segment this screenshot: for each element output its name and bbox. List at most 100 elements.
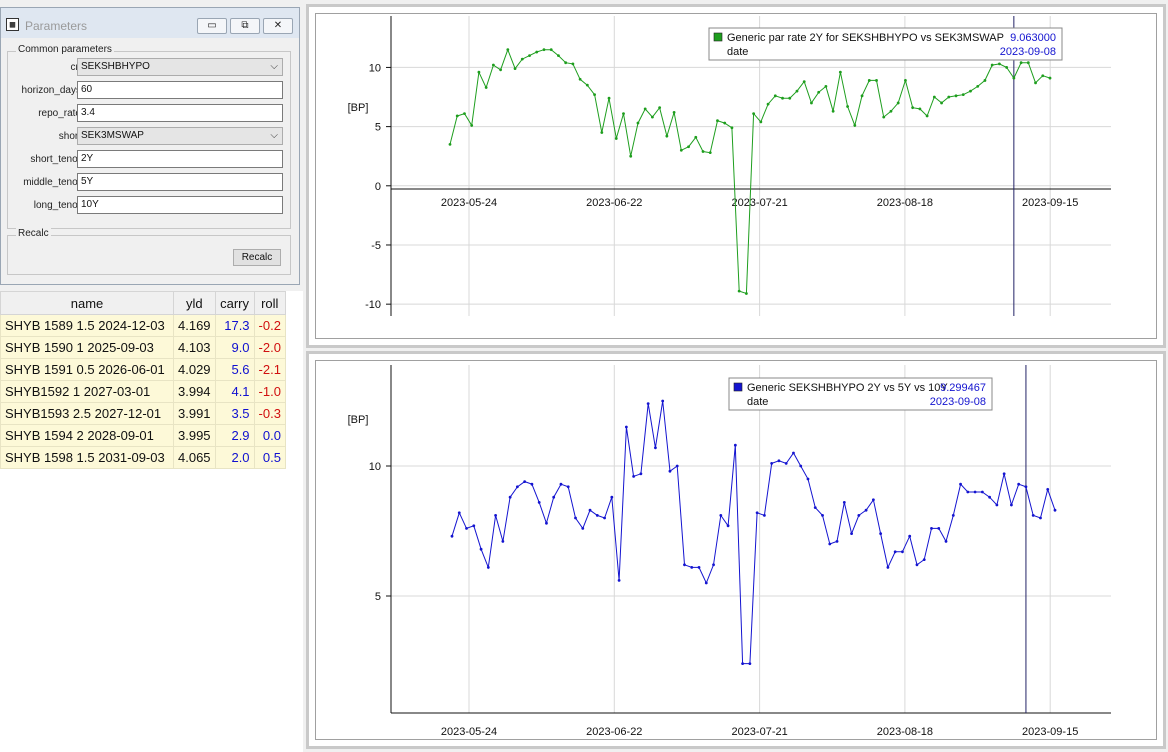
data-point [886,566,890,569]
x-tick-label: 2023-05-24 [441,197,497,209]
data-point [755,511,759,515]
data-point [499,68,503,72]
column-header-carry[interactable]: carry [214,291,255,315]
data-point [959,482,962,486]
short-tenor-input[interactable]: 2Y [77,150,283,168]
data-point [969,89,972,93]
close-button[interactable]: ✕ [263,18,293,34]
cn-select[interactable]: SEKSHBHYPO ⌵ [77,58,283,76]
parameters-window: ▦ Parameters ▭ ⧉ ✕ Common parameters cn … [0,7,300,285]
data-point [795,89,799,93]
x-tick-label: 2023-07-21 [731,197,787,209]
data-point [940,101,943,105]
cell-roll: -2.0 [253,336,286,359]
data-point [1053,508,1057,512]
minimize-button[interactable]: ▭ [197,18,227,34]
cell-roll: -1.0 [253,380,286,403]
data-point [665,134,669,138]
data-point [995,503,999,507]
cell-carry: 4.1 [214,380,255,403]
long-tenor-input[interactable]: 10Y [77,196,283,214]
data-point [973,490,977,494]
y-tick-label: 10 [369,62,381,74]
table-row[interactable]: SHYB 1589 1.5 2024-12-03 4.169 17.3 -0.2 [0,314,286,337]
data-point [871,498,875,502]
data-point [908,534,912,538]
data-point [838,70,842,74]
column-header-yld[interactable]: yld [173,291,216,315]
y-tick-label: 0 [375,181,381,193]
legend-value: 9.299467 [940,382,986,394]
data-point [980,490,984,494]
data-point [1005,66,1009,69]
y-tick-label: 10 [369,461,381,473]
data-point [882,115,886,119]
parameters-titlebar[interactable]: ▦ Parameters ▭ ⧉ ✕ [1,8,299,38]
table-row[interactable]: SHYB 1598 1.5 2031-09-03 4.065 2.0 0.5 [0,446,286,469]
data-point [513,67,517,71]
data-point [672,111,676,114]
field-label-horizon-days: horizon_days [21,85,81,96]
data-point [744,292,748,295]
field-label-short: short [58,131,81,142]
data-point [1046,488,1050,491]
column-header-roll[interactable]: roll [253,291,286,315]
data-point [835,540,839,543]
short-select[interactable]: SEK3MSWAP ⌵ [77,127,283,145]
data-point [842,501,846,504]
data-point [515,485,519,489]
restore-button[interactable]: ⧉ [230,18,260,34]
repo-rate-input[interactable]: 3.4 [77,104,283,122]
data-point [821,514,824,517]
data-point [901,550,904,554]
legend-series-name: Generic par rate 2Y for SEKSHBHYPO vs SE… [727,32,1004,44]
minimize-icon: ▭ [207,20,217,31]
middle-tenor-input[interactable]: 5Y [77,173,283,191]
recalc-button[interactable]: Recalc [233,249,281,266]
data-point [879,532,883,535]
column-header-name[interactable]: name [0,291,174,315]
butterfly-chart-area: 2023-05-24 2023-06-22 2023-07-21 2023-08-18… [315,360,1157,740]
legend-date-value: 2023-09-08 [930,396,986,408]
data-point [528,54,531,57]
data-point [773,94,777,98]
data-point [1010,503,1013,507]
table-row[interactable]: SHYB1592 1 2027-03-01 3.994 4.1 -1.0 [0,380,286,403]
butterfly-chart[interactable]: 2023-05-24 2023-06-22 2023-07-21 2023-08-18… [316,361,1162,745]
data-point [788,96,792,100]
data-point [1019,61,1023,65]
cell-yld: 4.065 [173,446,216,469]
data-point [867,79,871,82]
data-point [904,79,907,82]
cell-roll: -2.1 [253,358,286,381]
cell-carry: 9.0 [214,336,255,359]
data-point [726,524,730,528]
legend-date-label: date [747,396,768,408]
data-point [983,79,987,82]
table-row[interactable]: SHYB 1590 1 2025-09-03 4.103 9.0 -2.0 [0,336,286,359]
recalc-group: Recalc [7,228,291,275]
data-point [494,514,497,517]
data-point [486,566,490,569]
field-label-short-tenor: short_tenor [30,154,81,165]
data-point [506,48,510,52]
table-row[interactable]: SHYB 1591 0.5 2026-06-01 4.029 5.6 -2.1 [0,358,286,381]
data-point [723,121,727,125]
data-point [911,106,915,110]
data-point [932,95,936,99]
data-point [864,508,868,512]
data-point [455,114,459,118]
data-point [545,521,548,525]
horizon-days-input[interactable]: 60 [77,81,283,99]
field-label-repo-rate: repo_rate [38,108,81,119]
data-point [683,563,686,567]
table-row[interactable]: SHYB 1594 2 2028-09-01 3.995 2.9 0.0 [0,424,286,447]
par-rate-chart[interactable]: 2023-05-24 2023-06-22 2023-07-21 2023-08-18… [316,14,1162,344]
table-row[interactable]: SHYB1593 2.5 2027-12-01 3.991 3.5 -0.3 [0,402,286,425]
data-point [566,485,570,489]
legend-date-value: 2023-09-08 [1000,46,1056,58]
data-point [988,495,992,499]
data-point [588,508,592,512]
data-point [1041,74,1045,78]
legend-series-name: Generic SEKSHBHYPO 2Y vs 5Y vs 10Y [747,382,948,394]
